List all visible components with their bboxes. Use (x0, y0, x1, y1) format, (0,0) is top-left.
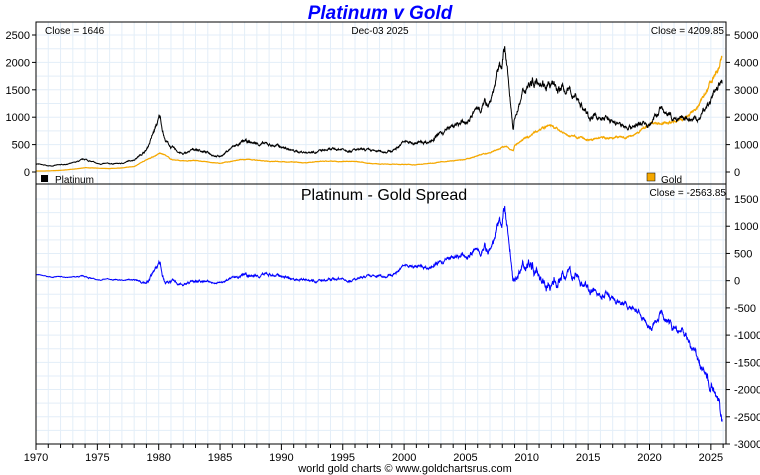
y-right-tick-label: 1000 (734, 140, 758, 152)
x-tick-label: 2005 (453, 452, 477, 464)
grid (35, 22, 726, 445)
y-left-tick-label: 1000 (6, 112, 30, 124)
footer-credit: world gold charts © www.goldchartsrus.co… (297, 463, 512, 475)
chart-date: Dec-03 2025 (351, 26, 409, 37)
spread-tick-label: -2500 (734, 412, 760, 424)
spread-tick-label: 500 (734, 248, 752, 260)
x-tick-label: 2020 (637, 452, 661, 464)
legend-gold: Gold (661, 175, 682, 186)
y-right-tick-label: 2000 (734, 112, 758, 124)
platinum-line (35, 46, 723, 167)
x-tick-label: 1980 (146, 452, 170, 464)
y-left-tick-label: 2500 (6, 30, 30, 42)
spread-tick-label: 1500 (734, 194, 758, 206)
bottom-panel-frame (35, 183, 727, 445)
chart-title: Platinum v Gold (308, 3, 453, 24)
axes: 1970 1975 1980 1985 1990 1995 2000 2005 2010 2015… (6, 30, 760, 464)
y-left-tick-label: 0 (24, 167, 30, 179)
spread-tick-label: 0 (734, 276, 740, 288)
series-lines (35, 46, 723, 422)
x-tick-label: 2000 (392, 452, 416, 464)
y-left-tick-label: 1500 (6, 85, 30, 97)
platinum-close: Close = 1646 (45, 26, 105, 37)
x-tick-label: 2015 (576, 452, 600, 464)
y-right-tick-label: 5000 (734, 30, 758, 42)
x-tick-label: 1985 (208, 452, 232, 464)
spread-tick-label: -1500 (734, 357, 760, 369)
x-tick-label: 1995 (331, 452, 355, 464)
x-tick-label: 2010 (515, 452, 539, 464)
x-tick-label: 1970 (24, 452, 48, 464)
spread-line (35, 205, 723, 422)
y-left-tick-label: 2000 (6, 57, 30, 69)
y-right-tick-label: 4000 (734, 57, 758, 69)
spread-title: Platinum - Gold Spread (301, 187, 467, 204)
legend-gold-swatch (646, 172, 656, 182)
y-right-tick-label: 0 (734, 167, 740, 179)
legend-platinum-swatch (41, 175, 48, 182)
y-left-tick-label: 500 (12, 140, 30, 152)
spread-tick-label: -500 (734, 303, 756, 315)
gold-line (36, 55, 723, 172)
spread-tick-label: -1000 (734, 330, 760, 342)
legend-platinum: Platinum (55, 175, 94, 186)
y-right-tick-label: 3000 (734, 85, 758, 97)
x-tick-label: 2025 (699, 452, 723, 464)
spread-tick-label: -3000 (734, 439, 760, 451)
gold-close: Close = 4209.85 (651, 26, 725, 37)
x-tick-label: 1975 (85, 452, 109, 464)
spread-tick-label: -2000 (734, 385, 760, 397)
spread-close: Close = -2563.85 (650, 188, 727, 199)
spread-tick-label: 1000 (734, 221, 758, 233)
x-tick-label: 1990 (269, 452, 293, 464)
